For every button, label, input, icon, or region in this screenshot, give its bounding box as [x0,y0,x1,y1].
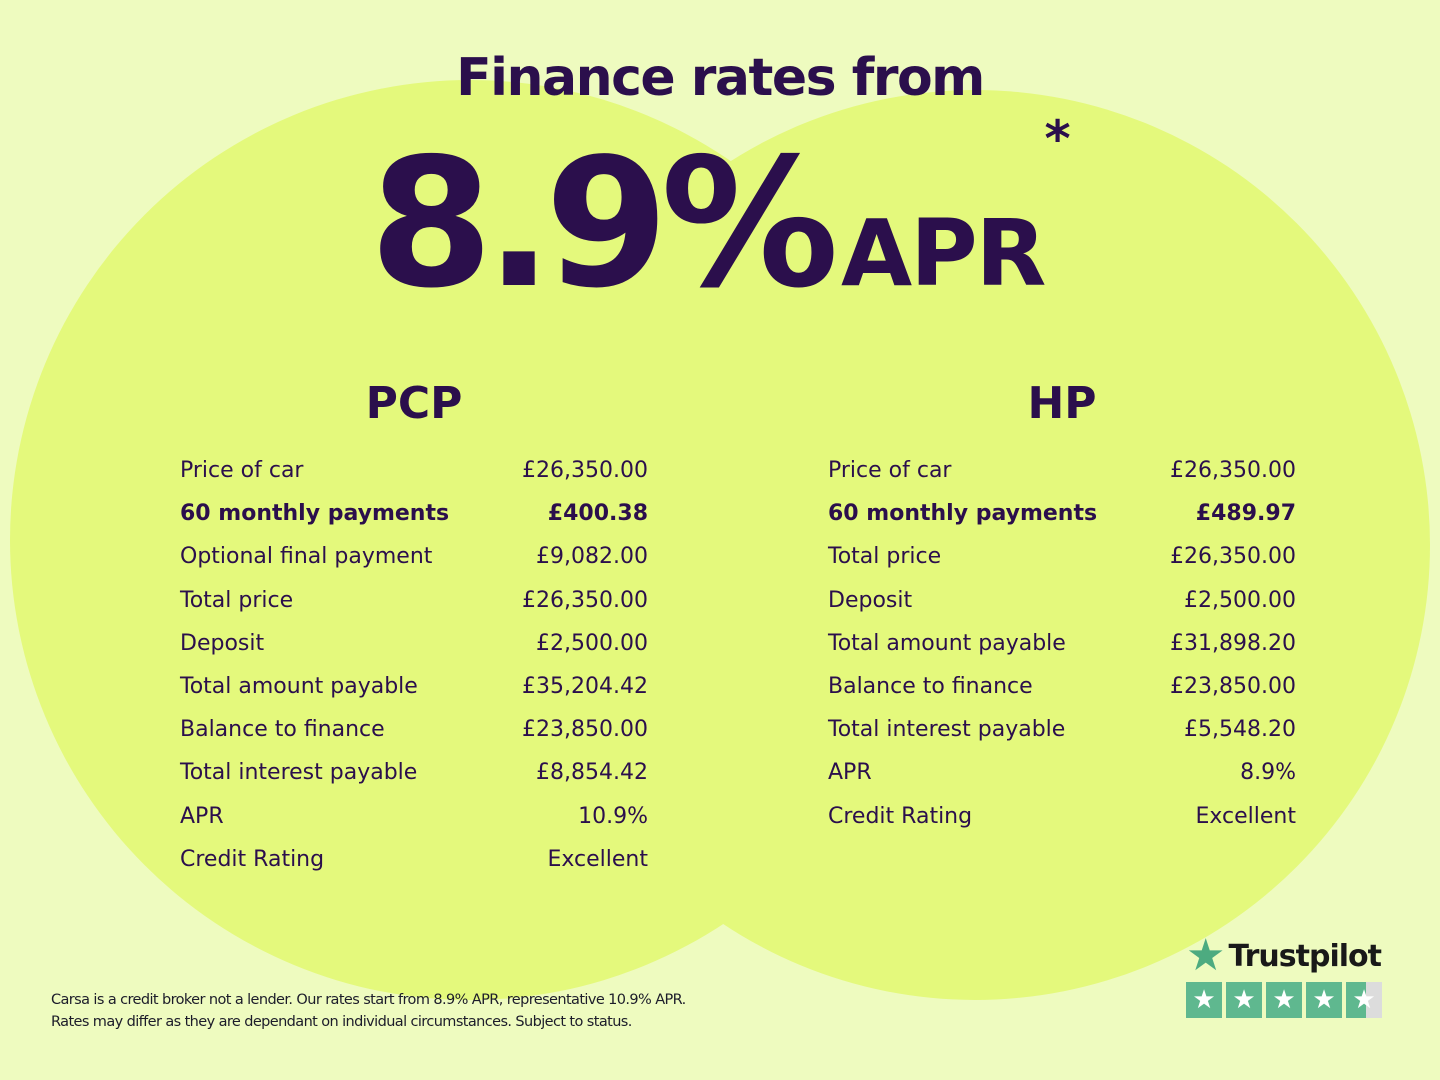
row-label: APR [180,803,224,829]
row-label: APR [828,760,872,786]
row-label: Total amount payable [828,630,1066,656]
row-value: 10.9% [578,803,648,829]
row-label: Total price [828,544,942,570]
table-row: Optional final payment £9,082.00 [180,542,648,585]
row-value: £35,204.42 [522,673,648,699]
row-value: £8,854.42 [536,760,648,786]
table-row: Deposit £2,500.00 [828,586,1296,629]
rating-star-icon: ★ [1346,982,1382,1018]
trustpilot-rating: ★ ★ ★ ★ ★ [1186,982,1382,1018]
row-value: £400.38 [547,501,648,527]
table-row: 60 monthly payments £400.38 [180,499,648,542]
table-row: Balance to finance £23,850.00 [828,672,1296,715]
trustpilot-star-icon: ★ [1186,930,1225,981]
table-row: Deposit £2,500.00 [180,629,648,672]
table-row: Total interest payable £5,548.20 [828,715,1296,758]
table-row: Price of car £26,350.00 [828,456,1296,499]
row-label: Price of car [180,458,304,483]
row-value: £26,350.00 [1170,544,1296,570]
row-label: Balance to finance [828,673,1033,699]
table-row: Credit Rating Excellent [180,845,648,888]
row-label: Deposit [180,630,265,656]
rate-asterisk: * [1044,110,1071,168]
rating-star-icon: ★ [1306,982,1342,1018]
disclaimer: Carsa is a credit broker not a lender. O… [51,989,686,1033]
table-row: Total price £26,350.00 [180,586,648,629]
table-row: Credit Rating Excellent [828,802,1296,845]
table-row: Total price £26,350.00 [828,542,1296,585]
row-value: £489.97 [1195,501,1296,527]
row-label: Credit Rating [180,846,325,872]
row-label: Deposit [828,587,913,613]
row-label: Balance to finance [180,717,385,743]
table-row: Price of car £26,350.00 [180,456,648,499]
row-label: Total amount payable [180,673,418,699]
row-label: Optional final payment [180,544,433,570]
row-value: Excellent [547,846,649,872]
rate-suffix: APR [841,200,1046,307]
table-row: APR 8.9% [828,758,1296,801]
row-label: Total interest payable [180,760,418,786]
row-value: £26,350.00 [522,587,648,613]
rate-value: 8.9% [369,120,839,327]
row-value: £26,350.00 [522,458,648,483]
table-row: Total amount payable £35,204.42 [180,672,648,715]
table-row: 60 monthly payments £489.97 [828,499,1296,542]
trustpilot-name: Trustpilot [1228,938,1382,974]
rating-star-icon: ★ [1226,982,1262,1018]
table-row: Balance to finance £23,850.00 [180,715,648,758]
table-row: Total interest payable £8,854.42 [180,758,648,801]
row-label: 60 monthly payments [180,501,450,527]
row-value: £31,898.20 [1170,630,1296,656]
pcp-table: PCP Price of car £26,350.00 60 monthly pay… [180,378,648,888]
pcp-title: PCP [365,378,463,429]
table-row: APR 10.9% [180,802,648,845]
row-label: Total price [180,587,294,613]
rate-display: 8.9% APR * [0,110,1440,327]
row-value: £23,850.00 [1170,673,1296,699]
row-label: Price of car [828,458,952,483]
rating-star-icon: ★ [1266,982,1302,1018]
row-value: £26,350.00 [1170,458,1296,483]
headline: Finance rates from [456,48,985,108]
row-value: £5,548.20 [1184,717,1296,743]
row-label: Credit Rating [828,803,973,829]
disclaimer-line: Carsa is a credit broker not a lender. O… [51,992,686,1008]
row-label: Total interest payable [828,717,1066,743]
rating-star-icon: ★ [1186,982,1222,1018]
row-value: £2,500.00 [536,630,648,656]
hp-table: HP Price of car £26,350.00 60 monthly paym… [828,378,1296,845]
row-label: 60 monthly payments [828,501,1098,527]
table-row: Total amount payable £31,898.20 [828,629,1296,672]
row-value: £9,082.00 [536,544,648,570]
background-circle-right [520,90,1430,1000]
row-value: £2,500.00 [1184,587,1296,613]
hp-title: HP [1027,378,1097,429]
disclaimer-line: Rates may differ as they are dependant o… [51,1014,632,1030]
row-value: 8.9% [1240,760,1296,786]
trustpilot-badge: ★ Trustpilot ★ ★ ★ ★ ★ [1186,930,1382,1018]
row-value: Excellent [1195,803,1297,829]
row-value: £23,850.00 [522,717,648,743]
